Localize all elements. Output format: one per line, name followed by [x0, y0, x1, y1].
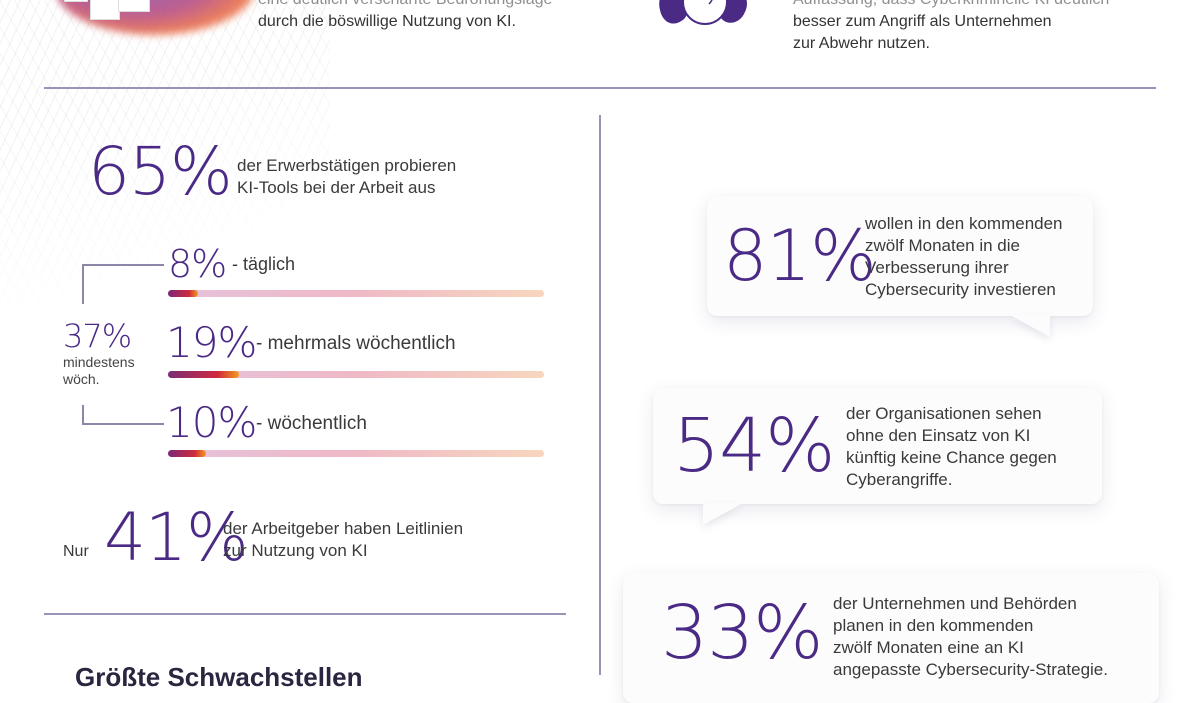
threat-statement: eine deutlich verschärfte Bedrohungslage… — [258, 0, 552, 33]
strategy-line-2: planen in den kommenden — [833, 616, 1034, 635]
weaknesses-heading: Größte Schwachstellen — [75, 662, 363, 692]
ki-tools-line-1: der Erwerbstätigen probieren — [237, 156, 457, 175]
threat-line-2: durch die böswillige Nutzung von KI. — [258, 13, 516, 30]
guidelines-prefix: Nur — [63, 543, 89, 560]
stat-card-invest: 81% wollen in den kommenden zwölf Monate… — [707, 196, 1093, 316]
ai-defense-line-3: künftig keine Chance gegen — [846, 448, 1057, 467]
ki-tools-stat-text: der Erwerbstätigen probieren KI-Tools be… — [237, 155, 456, 199]
card-ai-defense-tail — [703, 503, 743, 525]
strategy-value: 33% — [661, 590, 823, 676]
column-divider — [599, 115, 601, 675]
ki-tools-line-2: KI-Tools bei der Arbeit aus — [237, 178, 436, 197]
strategy-line-3: zwölf Monaten eine an KI — [833, 638, 1024, 657]
strategy-line-4: angepasste Cybersecurity-Strategie. — [833, 660, 1108, 679]
daily-bar-fill — [168, 290, 198, 297]
daily-label: - täglich — [232, 254, 296, 274]
ai-defense-value: 54% — [673, 403, 835, 489]
daily-bar — [168, 290, 544, 297]
card-invest-tail — [1010, 315, 1050, 337]
daily-value: 8% — [168, 242, 227, 286]
attacker-line-3: zur Abwehr nutzen. — [793, 35, 930, 52]
several-weekly-bar — [168, 371, 544, 378]
stat-card-strategy: 33% der Unternehmen und Behörden planen … — [623, 573, 1159, 703]
guidelines-value: 41% — [104, 499, 249, 576]
guidelines-line-2: zur Nutzung von KI — [223, 541, 368, 560]
weekly-label: - wöchentlich — [256, 413, 367, 434]
several-weekly-label: - mehrmals wöchentlich — [256, 333, 456, 354]
strategy-text: der Unternehmen und Behörden planen in d… — [833, 593, 1108, 681]
weekly-summary-label-1: mindestens — [63, 354, 135, 370]
guidelines-line-1: der Arbeitgeber haben Leitlinien — [223, 519, 464, 538]
left-bottom-divider — [44, 613, 566, 615]
invest-line-1: wollen in den kommenden — [865, 214, 1063, 233]
invest-text: wollen in den kommenden zwölf Monaten in… — [865, 213, 1063, 301]
top-divider — [44, 87, 1156, 89]
invest-line-4: Cybersecurity investieren — [865, 280, 1056, 299]
weekly-summary-label-2: wöch. — [63, 371, 100, 387]
ai-defense-line-4: Cyberangriffe. — [846, 470, 953, 489]
ki-tools-stat-value: 65% — [88, 133, 233, 210]
invest-line-2: zwölf Monaten in die — [865, 236, 1020, 255]
attacker-line-1: Auffassung, dass Cyberkriminelle KI deut… — [793, 0, 1109, 11]
invest-line-3: Verbesserung ihrer — [865, 258, 1009, 277]
bracket-top — [82, 264, 164, 304]
weekly-summary-value: 37% — [63, 317, 132, 355]
weekly-bar-fill — [168, 450, 206, 457]
several-weekly-bar-fill — [168, 371, 239, 378]
ai-defense-line-1: der Organisationen sehen — [846, 404, 1042, 423]
attacker-advantage-statement: Auffassung, dass Cyberkriminelle KI deut… — [793, 0, 1109, 55]
ai-defense-line-2: ohne den Einsatz von KI — [846, 426, 1031, 445]
guidelines-text: der Arbeitgeber haben Leitlinien zur Nut… — [223, 518, 463, 562]
several-weekly-value: 19% — [166, 318, 257, 367]
stat-card-ai-defense: 54% der Organisationen sehen ohne den Ei… — [653, 388, 1102, 504]
decorative-hatch-pattern — [0, 0, 330, 340]
weekly-summary: 37% mindestens wöch. — [63, 318, 135, 388]
ai-defense-text: der Organisationen sehen ohne den Einsat… — [846, 403, 1057, 491]
invest-value: 81% — [723, 215, 877, 297]
weekly-bar — [168, 450, 544, 457]
weekly-value: 10% — [166, 398, 257, 447]
strategy-line-1: der Unternehmen und Behörden — [833, 594, 1077, 613]
attacker-line-2: besser zum Angriff als Unternehmen — [793, 13, 1052, 30]
threat-line-1: eine deutlich verschärfte Bedrohungslage — [258, 0, 552, 11]
hacker-mascot-icon — [659, 0, 747, 25]
bracket-bottom — [82, 405, 164, 425]
